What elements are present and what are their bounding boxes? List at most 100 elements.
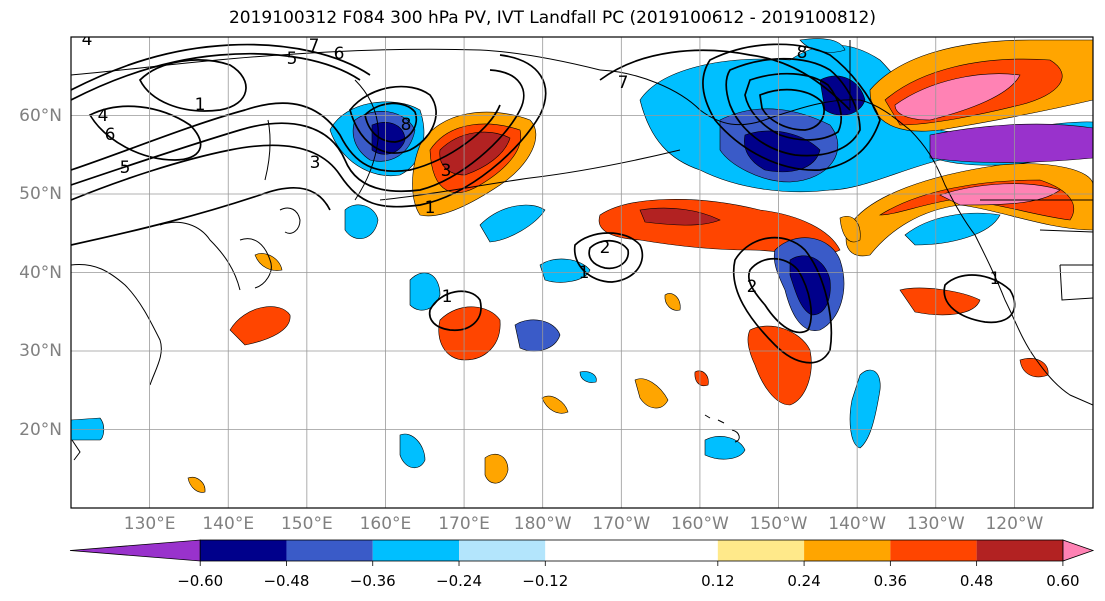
map-frame	[70, 36, 1094, 509]
longitude-label: 130°E	[123, 514, 176, 534]
colorbar-segment	[200, 540, 287, 561]
pv-contour	[573, 232, 644, 283]
contour-label: 3	[310, 153, 321, 173]
negative-anomaly-region	[579, 371, 597, 383]
negative-anomaly-region	[409, 272, 441, 311]
colorbar-segment	[717, 540, 805, 561]
positive-anomaly-region	[694, 370, 709, 387]
positive-anomaly-region	[438, 306, 501, 361]
contour-label: 4	[98, 106, 109, 126]
colorbar-tick-label: 0.12	[701, 572, 735, 590]
pv-contour	[588, 239, 629, 270]
contour-label: 2	[747, 277, 758, 297]
longitude-label: 170°W	[592, 514, 651, 534]
colorbar-segments	[69, 539, 1095, 562]
contour-label: 1	[442, 287, 453, 307]
longitude-label: 160°W	[671, 514, 729, 534]
colorbar-segment	[545, 540, 632, 561]
coastlines	[71, 40, 1093, 461]
coastline-na-west	[974, 234, 1093, 406]
colorbar-extend-high	[1062, 539, 1095, 562]
negative-anomaly-region	[514, 319, 561, 352]
colorbar-segment	[890, 540, 977, 561]
pv-contour	[71, 102, 501, 173]
pv-contour	[71, 186, 331, 246]
negative-anomaly-region	[539, 258, 591, 283]
longitude-label: 180°W	[513, 514, 572, 534]
positive-anomaly-center	[439, 131, 511, 176]
pv-contour	[943, 274, 1016, 324]
contour-label: 6	[334, 44, 345, 64]
contour-label: 1	[990, 269, 1001, 289]
contour-label: 4	[82, 30, 93, 50]
negative-anomaly-region	[904, 212, 1001, 246]
negative-anomaly-region	[839, 216, 861, 243]
contour-label: 5	[120, 158, 131, 178]
coastline-asia	[71, 263, 162, 386]
coastline-asia	[159, 221, 241, 291]
coastline-japan	[239, 238, 272, 289]
contour-label: 5	[287, 49, 298, 69]
longitude-label: 170°E	[438, 514, 490, 534]
negative-anomaly-region	[344, 204, 379, 239]
positive-anomaly-region	[187, 477, 206, 493]
positive-anomaly-region	[229, 306, 291, 346]
colorbar-tick-label: −0.12	[522, 572, 569, 590]
positive-anomaly-region	[484, 454, 509, 484]
contour-label: 8	[797, 43, 808, 63]
pv-contour	[88, 105, 202, 161]
contour-labels: 4 5 7 6 1 4 6 5 3 1 3 8 2 1 2 1 8 7 1	[82, 30, 1001, 307]
pv-contour	[759, 88, 825, 131]
colorbar-tick-label: −0.60	[177, 572, 224, 590]
coastline-taiwan	[71, 439, 81, 461]
colorbar-segment	[976, 540, 1063, 561]
pv-contour	[71, 52, 361, 101]
gridlines	[71, 37, 1093, 508]
colorbar-segment	[372, 540, 460, 561]
colorbar-tick-label: 0.60	[1046, 572, 1080, 590]
pv-contour	[747, 257, 813, 334]
negative-anomaly-center	[371, 121, 406, 155]
latitude-label: 50°N	[19, 184, 62, 204]
positive-anomaly-region	[664, 293, 681, 311]
pv-anomaly-shading	[71, 38, 1093, 493]
pv-contour	[744, 72, 842, 141]
contour-label: 2	[600, 238, 611, 258]
pv-contours	[71, 43, 1016, 364]
positive-anomaly-region	[541, 395, 569, 414]
coastline-alaska	[599, 69, 976, 236]
positive-anomaly-region	[899, 287, 981, 316]
colorbar-segment	[286, 540, 373, 561]
pv-contour	[702, 43, 881, 171]
colorbar-segment	[804, 540, 891, 561]
border-state	[1039, 229, 1093, 233]
contour-label: 1	[195, 95, 206, 115]
colorbar-segment	[631, 540, 718, 561]
pv-contour	[138, 59, 247, 112]
coastline-japan	[279, 207, 301, 234]
colorbar-tick-label: −0.24	[436, 572, 482, 590]
pv-contour	[71, 69, 525, 193]
pv-contour	[71, 43, 371, 91]
longitude-label: 120°W	[985, 514, 1044, 534]
contour-label: 3	[441, 161, 452, 181]
coastline-kamchatka	[354, 79, 379, 201]
longitude-label: 150°W	[749, 514, 808, 534]
negative-anomaly-region	[849, 369, 881, 449]
contour-label: 7	[618, 73, 629, 93]
colorbar-tick-label: 0.36	[873, 572, 908, 590]
pv-contour	[725, 57, 861, 157]
positive-anomaly-region	[634, 378, 669, 409]
longitude-label: 130°W	[906, 514, 965, 534]
colorbar-tick-label: 0.48	[959, 572, 994, 590]
negative-anomaly-region	[704, 436, 746, 460]
pv-contour	[428, 290, 482, 331]
coastline-siberia	[71, 48, 601, 76]
longitude-label: 140°E	[202, 514, 255, 534]
negative-anomaly-region	[479, 204, 546, 243]
pv-contour	[349, 85, 437, 154]
colorbar-segment	[459, 540, 546, 561]
negative-anomaly-region	[929, 123, 1093, 163]
